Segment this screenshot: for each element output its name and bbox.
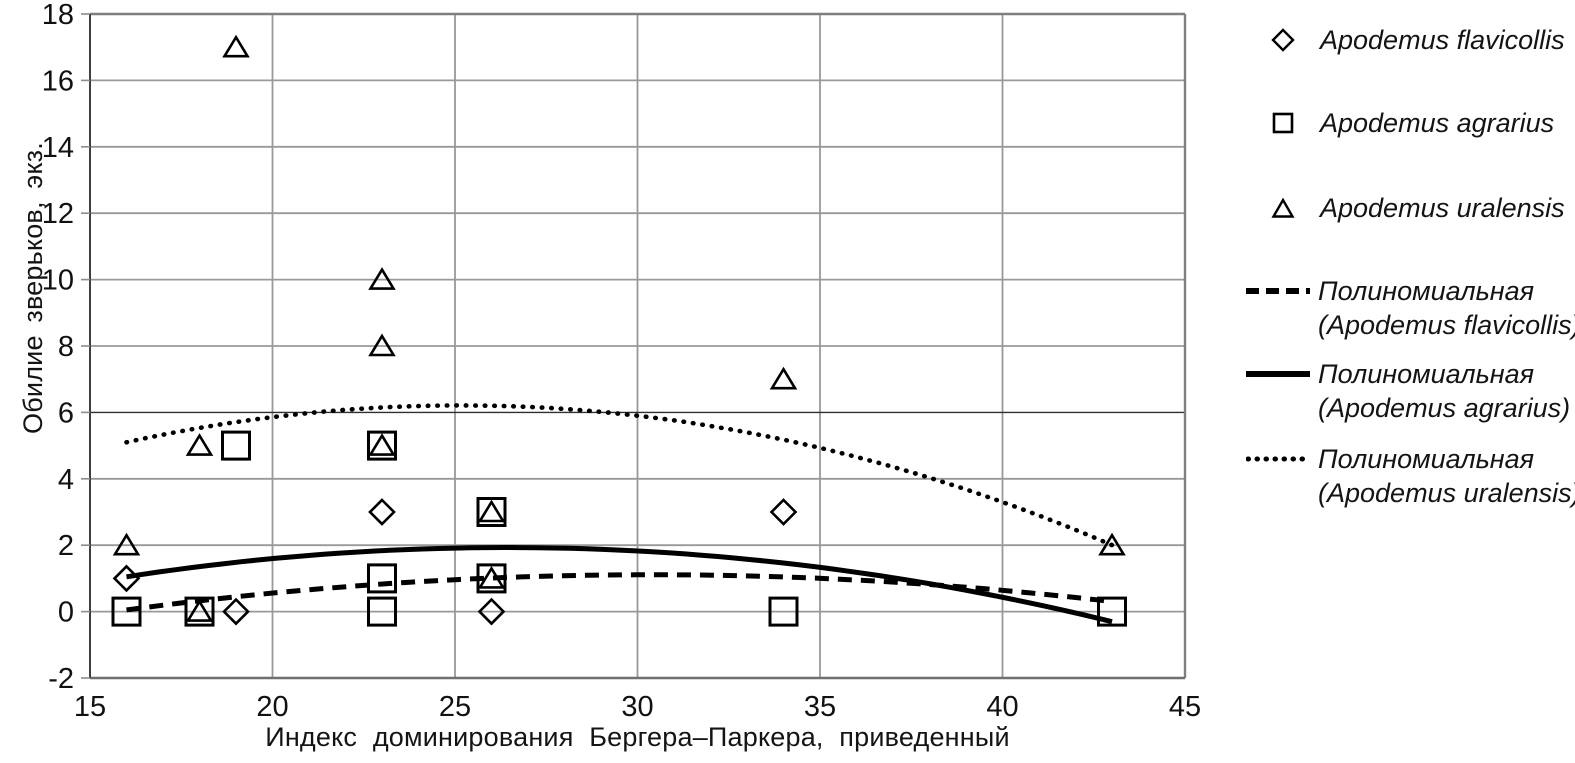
svg-text:25: 25 bbox=[439, 691, 471, 723]
legend-label: Apodemus flavicollis bbox=[1320, 24, 1565, 55]
legend: Apodemus flavicollis Apodemus agrarius A… bbox=[1232, 0, 1575, 763]
svg-text:8: 8 bbox=[58, 331, 74, 363]
svg-text:20: 20 bbox=[256, 691, 288, 723]
svg-text:16: 16 bbox=[42, 65, 74, 97]
legend-item-poly-agrarius: Полиномиальная (Apodemus agrarius) bbox=[1232, 357, 1570, 425]
svg-text:12: 12 bbox=[42, 198, 74, 230]
legend-label: Полиномиальная (Apodemus uralensis) bbox=[1318, 444, 1575, 508]
svg-text:4: 4 bbox=[58, 464, 74, 496]
triangle-marker-icon bbox=[1271, 197, 1295, 218]
svg-text:0: 0 bbox=[58, 597, 74, 629]
solid-line-icon bbox=[1246, 371, 1310, 377]
legend-label: Apodemus agrarius bbox=[1320, 107, 1555, 138]
x-axis-title: Индекс доминирования Бергера–Паркера, пр… bbox=[265, 722, 1010, 752]
svg-text:40: 40 bbox=[986, 691, 1018, 723]
svg-text:10: 10 bbox=[42, 265, 74, 297]
diamond-marker-icon bbox=[1271, 28, 1295, 52]
svg-text:35: 35 bbox=[804, 691, 836, 723]
legend-label: Полиномиальная (Apodemus agrarius) bbox=[1318, 359, 1571, 423]
svg-text:18: 18 bbox=[42, 0, 74, 31]
svg-text:45: 45 bbox=[1169, 691, 1201, 723]
svg-text:30: 30 bbox=[621, 691, 653, 723]
svg-text:6: 6 bbox=[58, 397, 74, 429]
legend-label: Полиномиальная (Apodemus flavicollis) bbox=[1318, 276, 1575, 340]
dashed-line-icon bbox=[1246, 288, 1310, 294]
svg-text:14: 14 bbox=[42, 132, 74, 164]
legend-label: Apodemus uralensis bbox=[1320, 192, 1565, 223]
svg-text:15: 15 bbox=[74, 691, 106, 723]
legend-item-poly-flavicollis: Полиномиальная (Apodemus flavicollis) bbox=[1232, 274, 1575, 342]
legend-item-uralensis: Apodemus uralensis bbox=[1232, 188, 1565, 228]
svg-text:2: 2 bbox=[58, 530, 74, 562]
dotted-line-icon bbox=[1246, 456, 1310, 462]
legend-item-agrarius: Apodemus agrarius bbox=[1232, 103, 1554, 143]
legend-item-flavicollis: Apodemus flavicollis bbox=[1232, 20, 1565, 60]
svg-text:-2: -2 bbox=[48, 663, 74, 695]
y-axis-title: Обилие зверьков, экз. bbox=[18, 142, 48, 434]
plot-area: -2 0 2 4 6 8 10 12 14 16 18 15 20 25 30 35 40 45 bbox=[42, 0, 1201, 723]
square-marker-icon bbox=[1272, 112, 1294, 134]
legend-item-poly-uralensis: Полиномиальная (Apodemus uralensis) bbox=[1232, 442, 1575, 510]
